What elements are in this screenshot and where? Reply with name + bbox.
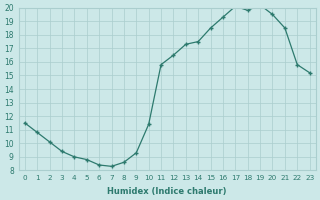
X-axis label: Humidex (Indice chaleur): Humidex (Indice chaleur)	[108, 187, 227, 196]
